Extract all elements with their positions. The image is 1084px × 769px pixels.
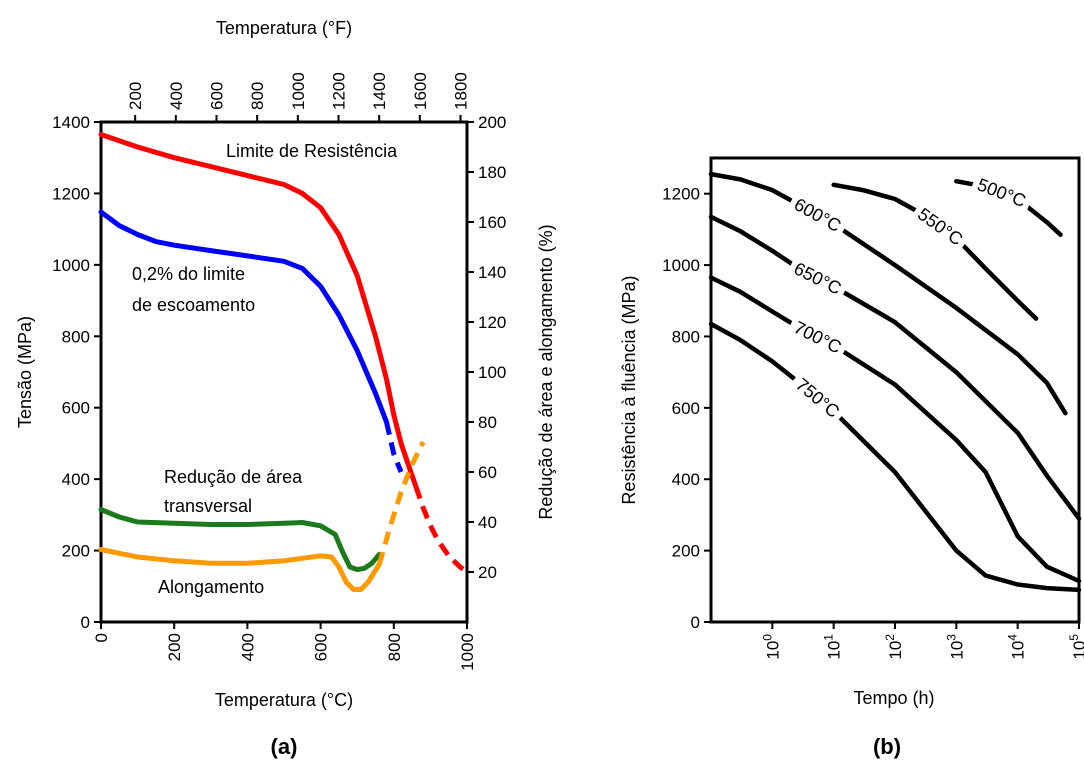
x2-tick-label: 200 <box>126 82 145 110</box>
curve-label-650c: 650°C <box>791 258 845 298</box>
b-x-tick-label: 103 <box>944 634 966 660</box>
series-line-limite-de-resist-ncia <box>98 132 419 489</box>
panel-a-y-axis-title: Tensão (MPa) <box>15 316 35 428</box>
y2-tick-label: 120 <box>478 313 506 332</box>
series-dashed-limite-de-resist-ncia <box>413 485 469 575</box>
b-y-tick-label: 200 <box>672 542 700 561</box>
b-y-tick-label: 1000 <box>662 256 700 275</box>
x2-tick-label: 1600 <box>411 72 430 110</box>
curve-label-700c: 700°C <box>791 317 845 357</box>
curve-label-background <box>969 171 1034 214</box>
x-tick-label: 1000 <box>458 633 477 671</box>
x-tick-label: 800 <box>385 633 404 661</box>
series-line-alongamento <box>98 547 382 592</box>
ys-annotation-line1: 0,2% do limite <box>132 264 245 284</box>
curve-label-background <box>785 314 850 361</box>
series-line-0-2-do-limite-de-escoamento <box>98 209 389 425</box>
panel-b-frame <box>709 156 1081 624</box>
x2-tick-label: 1800 <box>451 72 470 110</box>
y2-tick-label: 160 <box>478 213 506 232</box>
y-tick-label: 200 <box>62 542 90 561</box>
y-tick-label: 400 <box>62 470 90 489</box>
b-y-tick-label: 1200 <box>662 185 700 204</box>
y2-tick-label: 100 <box>478 363 506 382</box>
ra-annotation-line2: transversal <box>164 496 252 516</box>
y2-tick-label: 20 <box>478 563 497 582</box>
panel-a-ticks: 0200400600800100012001400204060801001201… <box>52 72 506 671</box>
series-dashed-alongamento <box>376 440 426 566</box>
series-line-redu-o-de-rea-transversal <box>98 507 382 572</box>
y2-tick-label: 40 <box>478 513 497 532</box>
b-x-tick-label: 100 <box>760 634 782 660</box>
b-x-tick-label: 104 <box>1006 634 1028 660</box>
panel-a-y2-axis-title: Redução de área e alongamento (%) <box>536 224 556 519</box>
x2-tick-label: 1000 <box>289 72 308 110</box>
b-y-tick-label: 0 <box>691 613 700 632</box>
y2-tick-label: 180 <box>478 163 506 182</box>
ra-annotation-line1: Redução de área <box>164 467 303 487</box>
panel-a-label: (a) <box>271 734 298 759</box>
panel-b-chart: 020040060080010001200100101102103104105 … <box>619 156 1084 759</box>
x2-tick-label: 800 <box>248 82 267 110</box>
b-x-tick-label: 105 <box>1067 634 1084 660</box>
panel-a-series <box>98 132 469 592</box>
y2-tick-label: 140 <box>478 263 506 282</box>
creep-curve-600c <box>708 171 1068 416</box>
creep-curve-650c <box>708 214 1082 521</box>
panel-a-x-axis-title: Temperatura (°C) <box>215 690 353 710</box>
x-tick-label: 600 <box>312 633 331 661</box>
curve-label-background <box>909 200 972 254</box>
panel-b-label: (b) <box>873 734 901 759</box>
curve-label-750c: 750°C <box>792 374 843 422</box>
uts-annotation: Limite de Resistência <box>226 141 398 161</box>
panel-b-x-axis-title: Tempo (h) <box>853 688 934 708</box>
x2-tick-label: 600 <box>207 82 226 110</box>
curve-label-background <box>786 190 850 240</box>
b-y-tick-label: 800 <box>672 327 700 346</box>
x-tick-label: 200 <box>165 633 184 661</box>
ys-annotation-line2: de escoamento <box>132 295 255 315</box>
series-dashed-0-2-do-limite-de-escoamento <box>384 421 404 473</box>
curve-label-background <box>785 255 850 302</box>
y-tick-label: 1200 <box>52 184 90 203</box>
x-tick-label: 0 <box>92 633 111 642</box>
y-tick-label: 600 <box>62 399 90 418</box>
y2-tick-label: 60 <box>478 463 497 482</box>
b-y-tick-label: 600 <box>672 399 700 418</box>
y-tick-label: 800 <box>62 327 90 346</box>
x-tick-label: 400 <box>238 633 257 661</box>
panel-a-top-axis-title: Temperatura (°F) <box>216 18 352 38</box>
y2-tick-label: 80 <box>478 413 497 432</box>
x2-tick-label: 1200 <box>329 72 348 110</box>
panel-a-frame <box>99 120 469 624</box>
b-y-tick-label: 400 <box>672 470 700 489</box>
x2-tick-label: 400 <box>167 82 186 110</box>
b-x-tick-label: 102 <box>883 634 905 660</box>
panel-b-ticks: 0 200 400 600 800 1000 1200 100 101 102 103 104 105 <box>662 185 1084 660</box>
y-tick-label: 1000 <box>52 256 90 275</box>
y2-tick-label: 200 <box>478 113 506 132</box>
curve-label-500c: 500°C <box>975 174 1029 211</box>
panel-b-y-axis-title: Resistência à fluência (MPa) <box>619 275 639 504</box>
curve-label-600c: 600°C <box>791 194 845 236</box>
creep-curve-700c <box>708 275 1082 584</box>
elongation-annotation: Alongamento <box>158 577 264 597</box>
creep-curve-750c <box>708 321 1082 593</box>
y-tick-label: 0 <box>81 613 90 632</box>
y-tick-label: 1400 <box>52 113 90 132</box>
b-x-tick-label: 101 <box>822 634 844 660</box>
x2-tick-label: 1400 <box>370 72 389 110</box>
panel-a-chart: 0200400600800100012001400204060801001201… <box>15 18 556 759</box>
curve-label-background <box>787 370 848 426</box>
